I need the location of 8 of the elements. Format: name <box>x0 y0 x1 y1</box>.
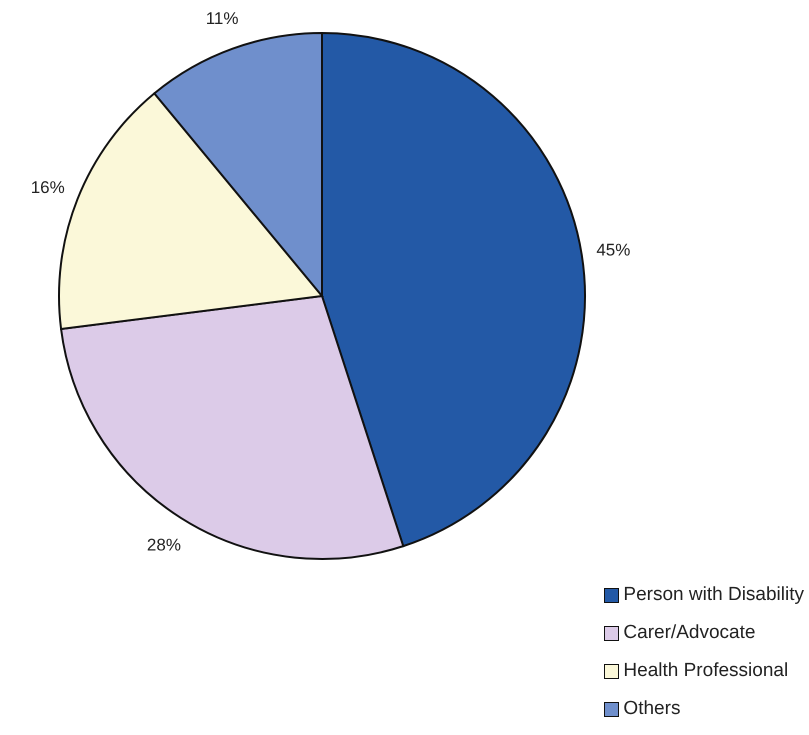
data-label: 16% <box>30 178 65 197</box>
data-label: 11% <box>206 8 238 28</box>
legend-label: Health Professional <box>623 660 788 682</box>
data-label: 28% <box>146 536 181 555</box>
data-label: 45% <box>596 240 630 260</box>
legend-label: Carer/Advocate <box>623 622 756 644</box>
legend-label: Others <box>623 698 680 720</box>
legend-label: Person with Disability <box>623 584 804 606</box>
